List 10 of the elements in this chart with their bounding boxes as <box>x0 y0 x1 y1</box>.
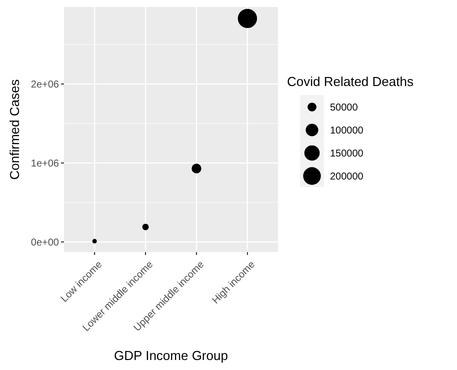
y-tick-label: 0e+00 <box>30 237 60 248</box>
x-axis-title: GDP Income Group <box>114 348 228 363</box>
legend-label: 200000 <box>330 172 364 182</box>
legend-title: Covid Related Deaths <box>287 74 414 89</box>
y-axis-title: Confirmed Cases <box>7 78 22 180</box>
legend-label: 50000 <box>330 102 358 114</box>
y-tick-label: 2e+06 <box>30 80 60 91</box>
y-tick-label: 1e+06 <box>30 158 60 170</box>
legend-label: 100000 <box>330 126 364 136</box>
legend-label: 150000 <box>330 148 364 160</box>
